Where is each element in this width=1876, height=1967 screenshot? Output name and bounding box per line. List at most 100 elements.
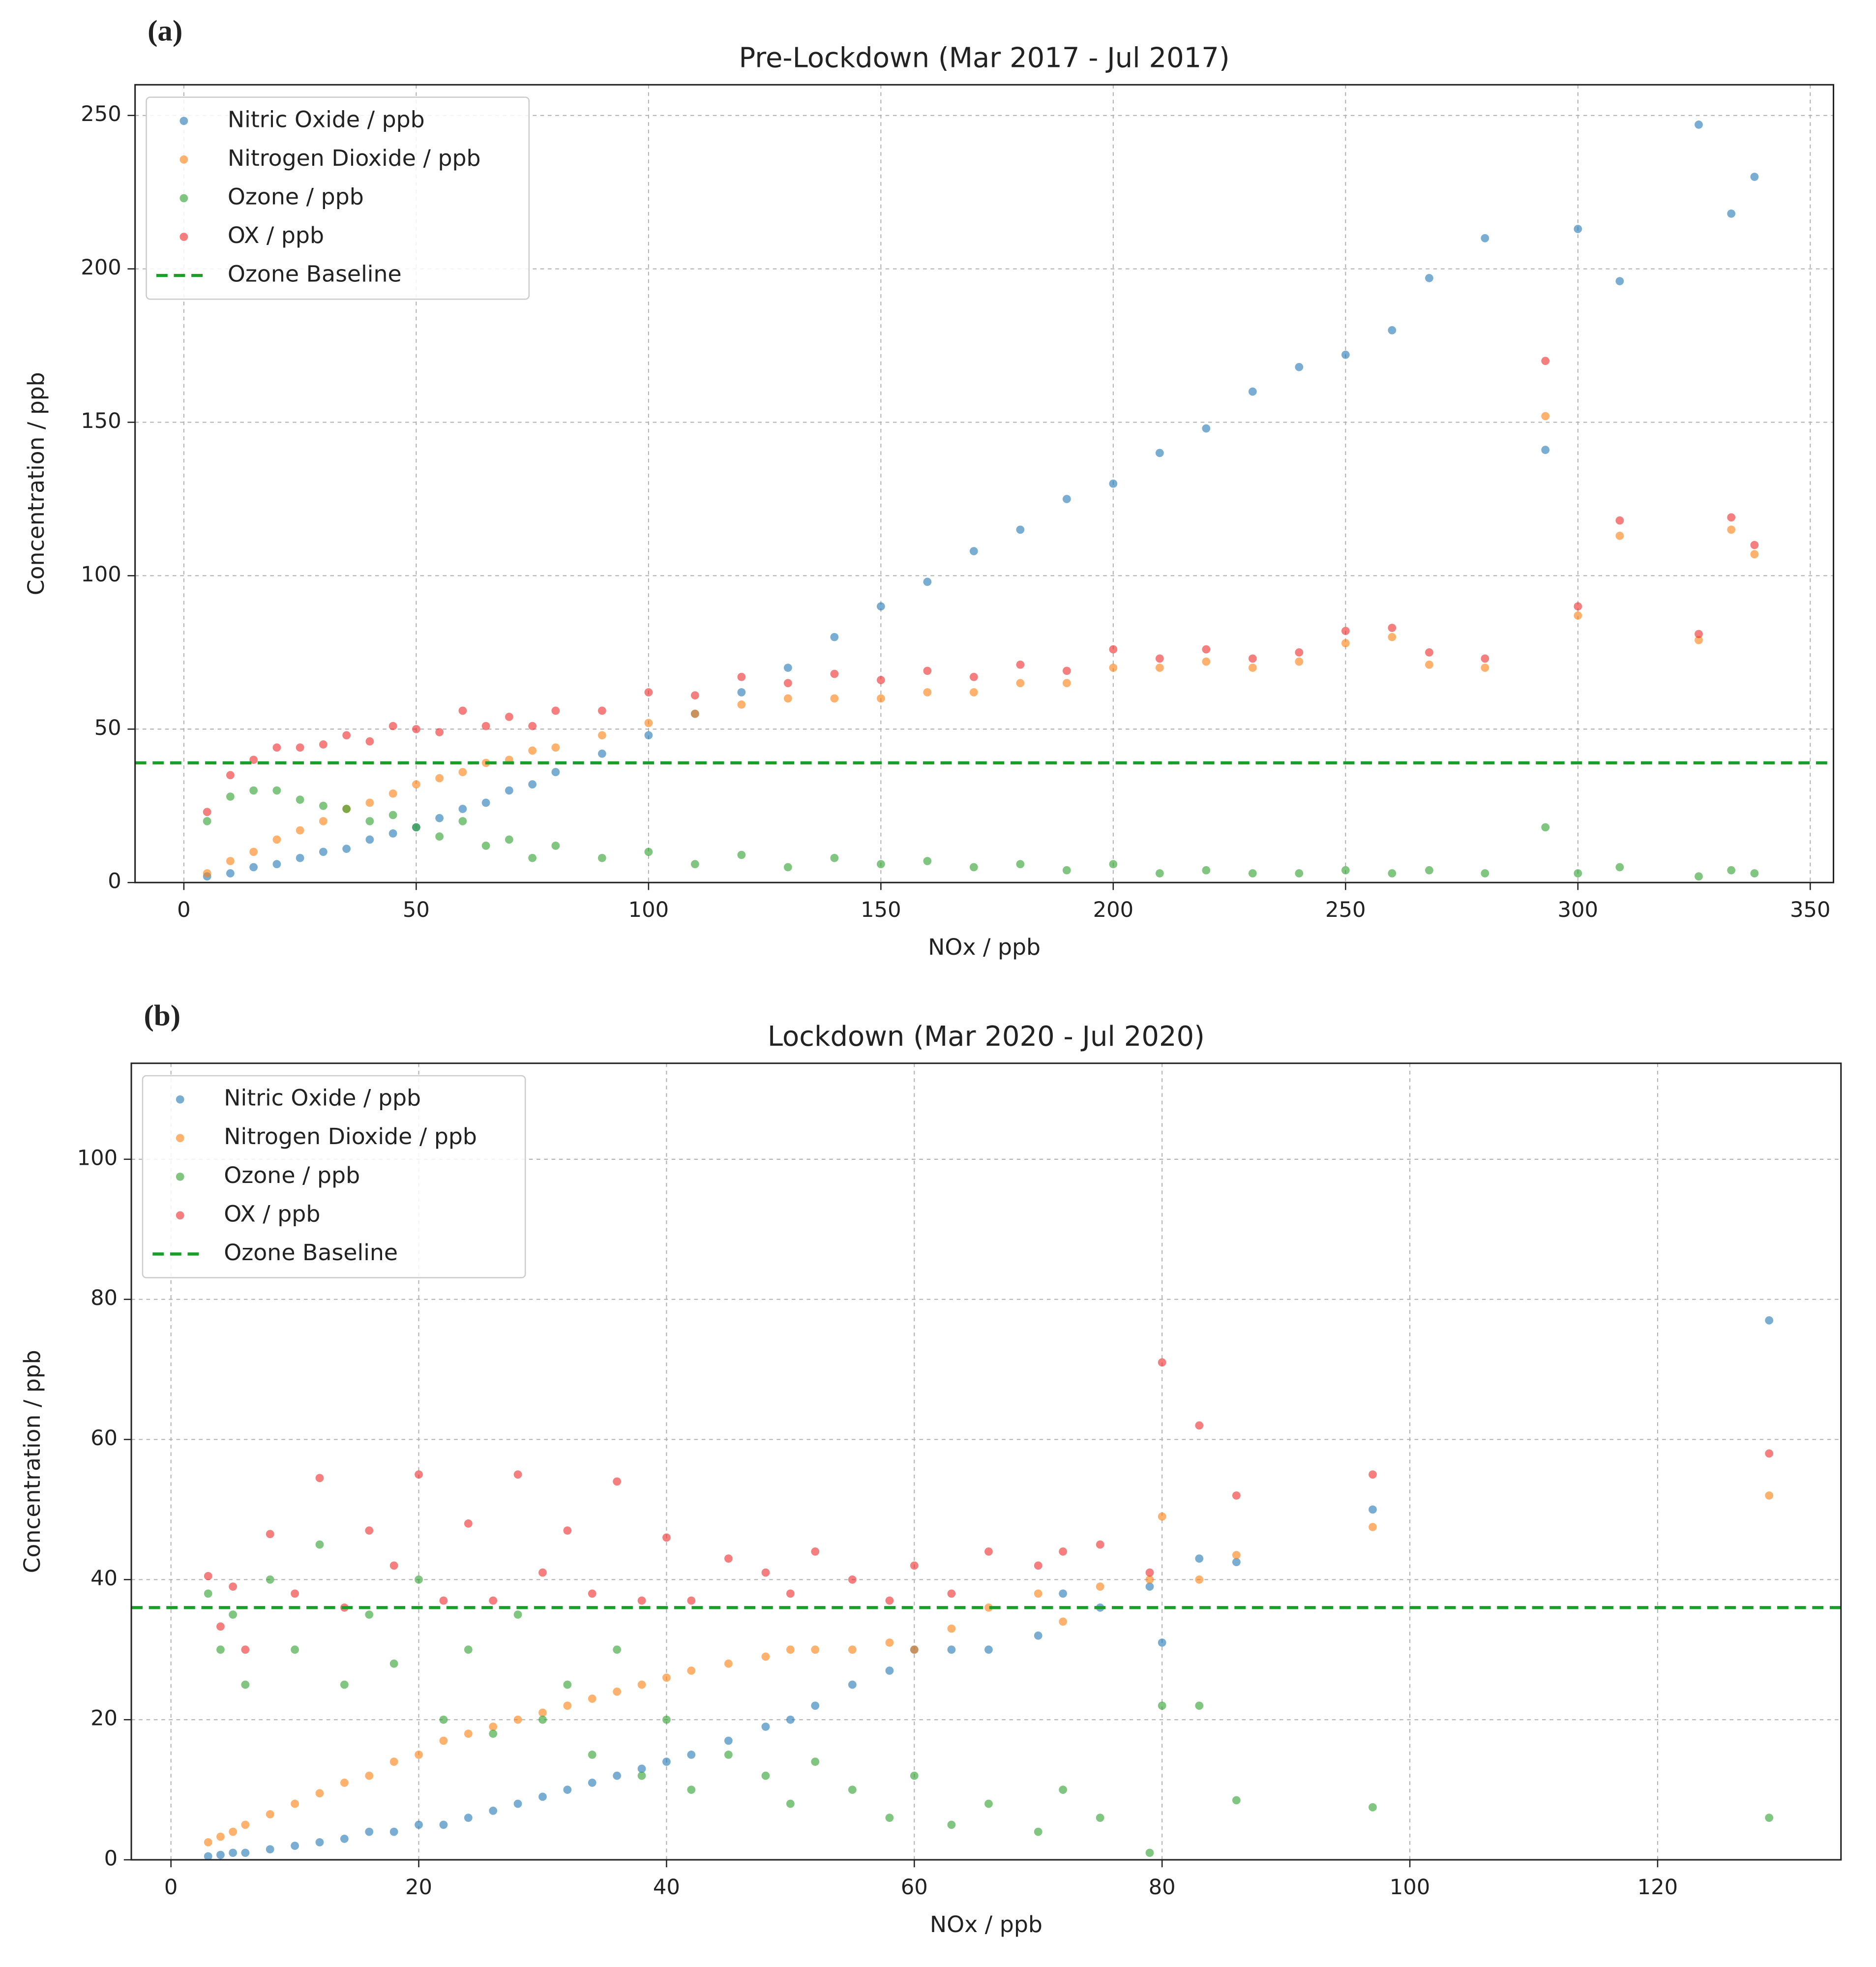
point xyxy=(1615,516,1624,525)
point xyxy=(885,1814,894,1822)
point xyxy=(761,1568,770,1577)
point xyxy=(588,1779,596,1787)
point xyxy=(296,853,304,862)
point xyxy=(388,722,397,730)
point xyxy=(291,1799,299,1808)
legend-label: Ozone / ppb xyxy=(224,1162,360,1188)
point xyxy=(365,1827,374,1836)
point xyxy=(923,666,932,675)
point xyxy=(1096,1540,1104,1549)
point xyxy=(1158,1512,1166,1521)
point xyxy=(464,1729,473,1738)
legend-label: Nitrogen Dioxide / ppb xyxy=(228,145,481,171)
point xyxy=(216,1622,225,1631)
x-tick-label: 350 xyxy=(1790,898,1830,922)
point xyxy=(229,1610,238,1619)
point xyxy=(458,805,467,813)
point xyxy=(662,1533,671,1542)
point xyxy=(1369,1505,1377,1514)
point xyxy=(415,1820,423,1829)
point xyxy=(412,823,420,832)
point xyxy=(1388,624,1397,632)
point xyxy=(481,798,490,807)
x-tick-label: 120 xyxy=(1638,1875,1678,1900)
point xyxy=(342,805,351,813)
point xyxy=(876,602,885,611)
point xyxy=(365,835,374,844)
point xyxy=(388,789,397,798)
x-tick-label: 100 xyxy=(628,898,669,922)
point xyxy=(1388,326,1397,334)
point xyxy=(644,731,653,740)
point xyxy=(786,1715,795,1724)
point xyxy=(690,709,699,718)
point xyxy=(876,694,885,703)
point xyxy=(203,817,211,825)
point xyxy=(412,780,420,788)
point xyxy=(1109,645,1118,654)
point xyxy=(597,731,606,740)
point xyxy=(365,1526,374,1535)
point xyxy=(216,1832,225,1841)
y-axis-label: Concentration / ppb xyxy=(19,1350,45,1573)
point xyxy=(296,826,304,835)
point xyxy=(1574,225,1582,233)
point xyxy=(1248,869,1257,878)
point xyxy=(1248,664,1257,672)
point xyxy=(1034,1589,1042,1598)
point xyxy=(340,1779,349,1787)
point xyxy=(1232,1491,1241,1500)
point xyxy=(1341,639,1350,648)
point xyxy=(885,1666,894,1675)
point xyxy=(272,786,281,795)
point xyxy=(1062,679,1071,688)
y-tick-label: 20 xyxy=(90,1706,118,1731)
point xyxy=(458,706,467,715)
point xyxy=(1062,866,1071,875)
point xyxy=(389,1561,398,1570)
point xyxy=(830,853,839,862)
point xyxy=(1425,866,1433,875)
point xyxy=(1248,654,1257,663)
point xyxy=(1695,636,1703,644)
point xyxy=(1202,866,1211,875)
point xyxy=(229,1848,238,1857)
point xyxy=(1541,357,1550,365)
x-tick-label: 0 xyxy=(177,898,191,922)
plot-frame xyxy=(134,84,1835,883)
x-axis-label: NOx / ppb xyxy=(930,1911,1042,1937)
point xyxy=(1369,1470,1377,1479)
point xyxy=(291,1842,299,1850)
point xyxy=(342,731,351,740)
point xyxy=(947,1820,956,1829)
point xyxy=(588,1751,596,1759)
point xyxy=(830,694,839,703)
point xyxy=(876,860,885,869)
y-tick-label: 0 xyxy=(108,869,121,894)
point xyxy=(613,1687,622,1696)
point xyxy=(272,743,281,752)
point xyxy=(1202,657,1211,666)
point xyxy=(923,857,932,865)
point xyxy=(1574,869,1582,878)
legend-label: Nitric Oxide / ppb xyxy=(224,1085,421,1111)
point xyxy=(216,1645,225,1654)
point xyxy=(724,1736,733,1745)
point xyxy=(637,1764,646,1773)
point xyxy=(1155,654,1164,663)
point xyxy=(597,706,606,715)
point xyxy=(1016,525,1025,534)
point xyxy=(984,1547,993,1556)
legend-marker xyxy=(176,1095,184,1104)
x-axis-label: NOx / ppb xyxy=(928,934,1041,960)
point xyxy=(249,847,258,856)
point xyxy=(315,1474,324,1483)
point xyxy=(538,1792,547,1801)
point xyxy=(830,633,839,641)
point xyxy=(1765,1449,1774,1458)
point xyxy=(1765,1316,1774,1325)
point xyxy=(783,679,792,688)
point xyxy=(910,1561,919,1570)
point xyxy=(1059,1589,1068,1598)
point xyxy=(786,1799,795,1808)
